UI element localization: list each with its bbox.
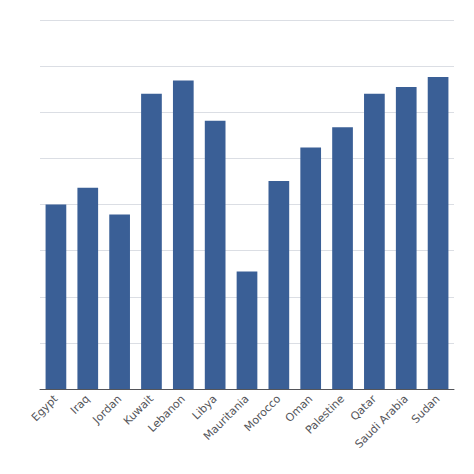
svg-text:Egypt: Egypt — [29, 392, 61, 424]
svg-text:Palestine: Palestine — [303, 392, 347, 436]
svg-text:Libya: Libya — [190, 392, 220, 422]
svg-text:Oman: Oman — [282, 392, 316, 425]
svg-text:Jordan: Jordan — [90, 392, 125, 427]
svg-text:Morocco: Morocco — [242, 392, 284, 434]
svg-text:Lebanon: Lebanon — [145, 392, 187, 434]
svg-text:Sudan: Sudan — [409, 392, 443, 426]
svg-text:Mauritania: Mauritania — [201, 392, 252, 443]
svg-text:Kuwait: Kuwait — [120, 392, 157, 428]
svg-text:Iraq: Iraq — [68, 392, 92, 416]
svg-text:Saudi Arabia: Saudi Arabia — [352, 392, 410, 450]
svg-text:Qatar: Qatar — [347, 392, 379, 424]
